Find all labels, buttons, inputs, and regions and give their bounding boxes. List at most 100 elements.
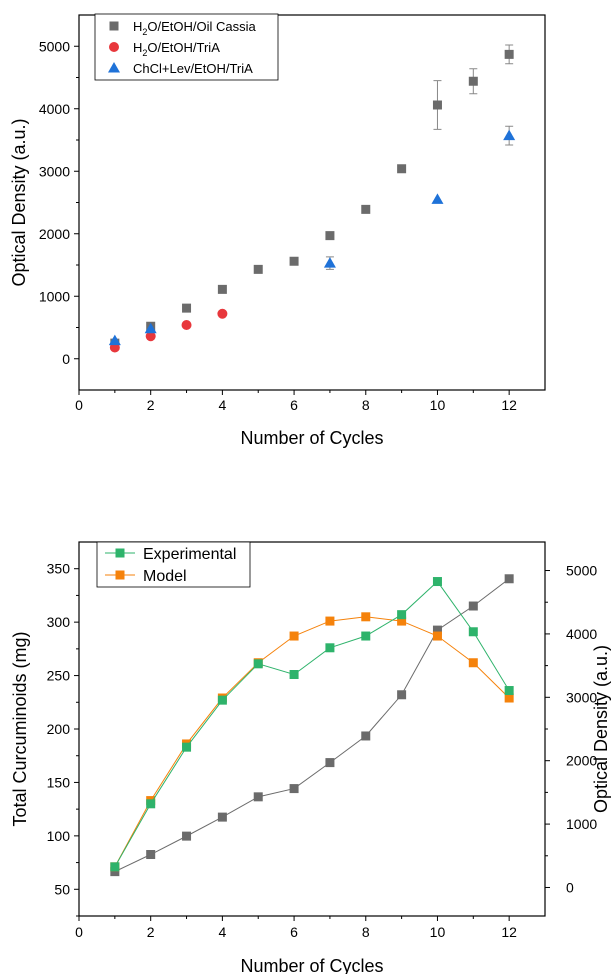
y2-tick-label: 5000	[566, 563, 597, 579]
data-point	[432, 625, 442, 635]
data-point	[325, 231, 335, 241]
x-tick-label: 10	[430, 924, 446, 940]
y2-tick-label: 2000	[566, 753, 597, 769]
data-point	[325, 643, 335, 653]
legend-marker	[115, 548, 125, 558]
y2-tick-label: 0	[566, 879, 574, 895]
data-point	[144, 322, 157, 334]
data-point	[253, 792, 263, 802]
x-tick-label: 0	[75, 397, 83, 413]
data-point	[217, 284, 227, 294]
x-tick-label: 12	[501, 397, 517, 413]
data-point	[253, 659, 263, 669]
x-axis-label: Number of Cycles	[240, 956, 383, 974]
data-point	[289, 631, 299, 641]
data-point	[397, 616, 407, 626]
x-tick-label: 2	[147, 397, 155, 413]
legend-marker	[115, 570, 125, 580]
y-tick-label: 5000	[39, 38, 70, 54]
data-point	[325, 758, 335, 768]
x-tick-label: 2	[147, 924, 155, 940]
data-point	[432, 631, 442, 641]
data-point	[253, 264, 263, 274]
series-line	[114, 578, 510, 873]
legend-label: Experimental	[143, 546, 236, 563]
data-point	[503, 129, 516, 141]
data-point	[108, 334, 121, 346]
x-tick-label: 4	[218, 397, 226, 413]
legend-label-part: H	[133, 40, 142, 55]
data-point	[504, 693, 514, 703]
data-point	[361, 731, 371, 741]
data-point	[289, 784, 299, 794]
data-point	[182, 303, 192, 313]
data-point	[468, 76, 478, 86]
x-tick-label: 0	[75, 924, 83, 940]
y-tick-label: 50	[54, 881, 70, 897]
data-point	[182, 831, 192, 841]
data-point	[289, 670, 299, 680]
data-point	[182, 742, 192, 752]
data-point	[432, 100, 442, 110]
x-tick-label: 10	[430, 397, 446, 413]
data-point	[504, 49, 514, 59]
y-tick-label: 1000	[39, 288, 70, 304]
legend-marker	[108, 62, 120, 73]
legend-label-part: H	[133, 19, 142, 34]
legend: Experimental Model	[96, 541, 251, 588]
data-point	[361, 612, 371, 622]
legend-label: H2O/EtOH/Oil Cassia	[133, 19, 257, 37]
data-point	[323, 257, 336, 268]
x-tick-label: 12	[501, 924, 517, 940]
legend-label: H2O/EtOH/TriA	[133, 40, 220, 58]
data-point	[361, 631, 371, 641]
y-tick-label: 250	[47, 668, 71, 684]
x-axis-label: Number of Cycles	[240, 428, 383, 448]
data-point	[432, 577, 442, 587]
y-tick-label: 300	[47, 614, 71, 630]
data-point	[146, 799, 156, 809]
plot-frame	[78, 541, 546, 917]
series-line	[114, 616, 510, 868]
y2-axis-label: Optical Density (a.u.)	[591, 645, 611, 813]
chart-curcuminoids-vs-cycles: 0 2 4 6 8 10 12 50 100 150 200 250 300 350 0 1000 2000 30…	[10, 541, 611, 974]
y-axis-label: Total Curcuminoids (mg)	[10, 631, 30, 826]
data-point	[397, 164, 407, 174]
data-point	[468, 627, 478, 637]
y-tick-label: 100	[47, 828, 71, 844]
data-point	[181, 320, 192, 330]
data-point	[397, 690, 407, 700]
legend-label-subscript: 2	[142, 27, 147, 37]
data-point	[504, 574, 514, 584]
data-point	[325, 616, 335, 626]
x-tick-label: 8	[362, 397, 370, 413]
y-tick-label: 2000	[39, 226, 70, 242]
legend-marker	[109, 42, 119, 52]
data-point	[110, 862, 120, 872]
data-point	[217, 308, 228, 319]
legend-label: Model	[143, 568, 187, 585]
legend-label-part: O/EtOH/Oil Cassia	[147, 19, 256, 34]
legend-label-subscript: 2	[142, 48, 147, 58]
y-tick-label: 4000	[39, 101, 70, 117]
y-tick-label: 200	[47, 721, 71, 737]
x-tick-label: 8	[362, 924, 370, 940]
data-point	[146, 850, 156, 860]
data-point	[217, 812, 227, 822]
legend-label-part: ChCl+Lev/EtOH/TriA	[133, 61, 253, 76]
y-tick-label: 3000	[39, 163, 70, 179]
data-point	[289, 256, 299, 266]
data-point	[431, 193, 444, 204]
y-tick-label: 150	[47, 774, 71, 790]
y-axis-label: Optical Density (a.u.)	[9, 118, 29, 286]
legend-label: ChCl+Lev/EtOH/TriA	[133, 61, 253, 76]
legend-marker	[109, 21, 119, 31]
x-tick-label: 6	[290, 924, 298, 940]
y-tick-label: 350	[47, 561, 71, 577]
x-tick-label: 6	[290, 397, 298, 413]
legend: H2O/EtOH/Oil CassiaH2O/EtOH/TriAChCl+Lev…	[94, 13, 279, 81]
data-point	[145, 331, 156, 342]
series-line	[114, 580, 510, 868]
y2-tick-label: 1000	[566, 816, 597, 832]
